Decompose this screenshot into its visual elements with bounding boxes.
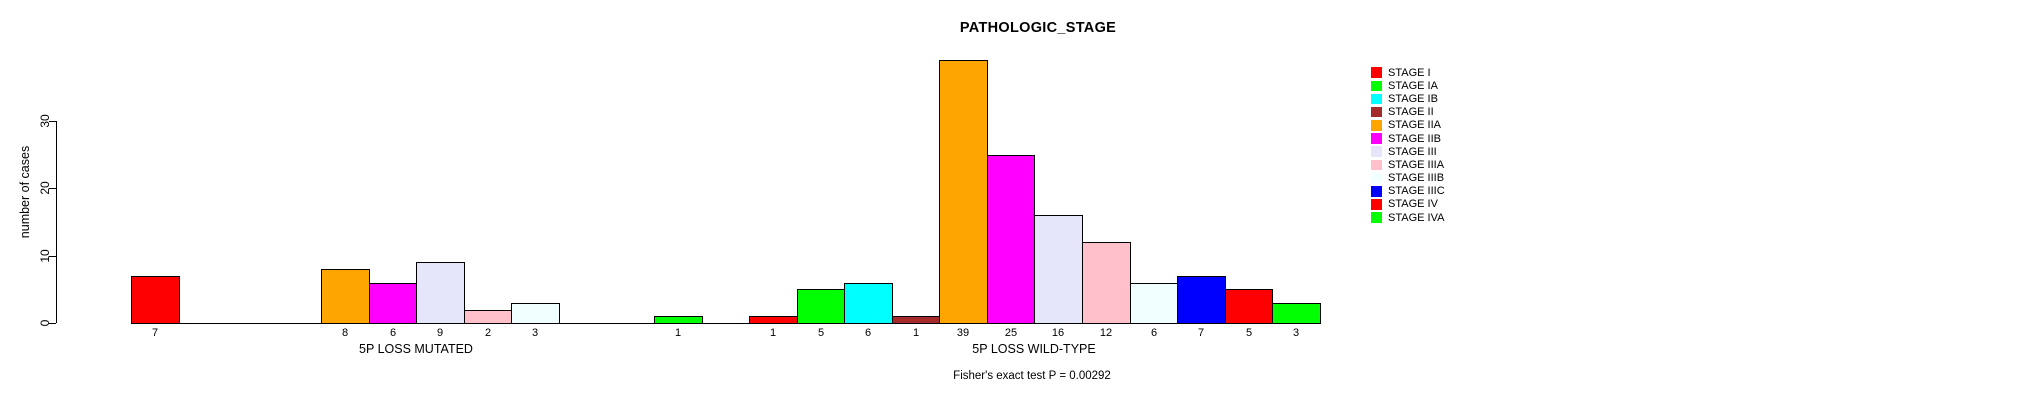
legend-swatch-stage-iiib bbox=[1371, 172, 1382, 184]
legend-item-stage-iva: STAGE IVA bbox=[1371, 211, 1445, 224]
bar-5p-loss-wild-type-stage-iii bbox=[1034, 215, 1083, 324]
bar-5p-loss-wild-type-stage-iv bbox=[1225, 289, 1273, 324]
bar-count-label-5p-loss-wild-type-stage-iiic: 7 bbox=[1197, 327, 1205, 339]
legend-item-stage-iiic: STAGE IIIC bbox=[1371, 185, 1445, 198]
bar-count-label-5p-loss-wild-type-stage-iii: 16 bbox=[1051, 327, 1065, 339]
bar-5p-loss-mutated-stage-iiib bbox=[511, 303, 560, 324]
bar-count-label-5p-loss-mutated-stage-iii: 9 bbox=[436, 327, 444, 339]
legend-item-stage-ii: STAGE II bbox=[1371, 106, 1445, 119]
group-label-5p-loss-mutated: 5P LOSS MUTATED bbox=[359, 342, 473, 356]
legend-swatch-stage-iiia bbox=[1371, 159, 1382, 171]
bar-5p-loss-mutated-stage-iib bbox=[369, 283, 417, 324]
y-tick-mark-0 bbox=[49, 323, 56, 324]
legend-item-label-stage-iii: STAGE III bbox=[1388, 145, 1437, 158]
bar-5p-loss-wild-type-stage-iia bbox=[939, 60, 988, 324]
bar-count-label-5p-loss-mutated-stage-iiia: 2 bbox=[484, 327, 492, 339]
bar-count-label-5p-loss-wild-type-stage-ia: 5 bbox=[817, 327, 825, 339]
bar-5p-loss-wild-type-stage-ii bbox=[892, 316, 940, 324]
bar-5p-loss-mutated-stage-iii bbox=[416, 262, 465, 324]
bar-count-label-5p-loss-wild-type-stage-iiia: 12 bbox=[1099, 327, 1113, 339]
legend-swatch-stage-iv bbox=[1371, 199, 1382, 210]
legend-item-stage-iiib: STAGE IIIB bbox=[1371, 172, 1445, 185]
y-tick-label-10: 10 bbox=[38, 248, 52, 263]
bar-count-label-5p-loss-wild-type-stage-iib: 25 bbox=[1004, 327, 1018, 339]
legend-swatch-stage-i bbox=[1371, 67, 1382, 78]
bar-5p-loss-wild-type-stage-iiic bbox=[1177, 276, 1226, 324]
bar-5p-loss-wild-type-stage-iva bbox=[1272, 303, 1321, 324]
legend-item-stage-iv: STAGE IV bbox=[1371, 198, 1445, 211]
bar-count-label-5p-loss-mutated-stage-iia: 8 bbox=[341, 327, 349, 339]
legend-swatch-stage-ib bbox=[1371, 93, 1382, 105]
chart-title: PATHOLOGIC_STAGE bbox=[959, 20, 1117, 36]
legend-item-label-stage-iiia: STAGE IIIA bbox=[1388, 158, 1445, 171]
bar-5p-loss-wild-type-stage-ia bbox=[797, 289, 845, 324]
legend-swatch-stage-iia bbox=[1371, 120, 1382, 131]
legend-item-stage-ia: STAGE IA bbox=[1371, 79, 1445, 92]
y-axis-label: number of cases bbox=[18, 145, 32, 239]
bar-count-label-5p-loss-mutated-stage-iib: 6 bbox=[389, 327, 397, 339]
legend-item-label-stage-iib: STAGE IIB bbox=[1388, 132, 1441, 145]
legend-item-label-stage-ib: STAGE IB bbox=[1388, 92, 1438, 105]
legend-item-label-stage-iva: STAGE IVA bbox=[1388, 211, 1445, 224]
legend-item-label-stage-i: STAGE I bbox=[1388, 66, 1431, 79]
legend-item-stage-iiia: STAGE IIIA bbox=[1371, 158, 1445, 171]
legend-item-label-stage-iv: STAGE IV bbox=[1388, 198, 1438, 211]
bar-5p-loss-mutated-stage-iva bbox=[654, 316, 703, 324]
bar-count-label-5p-loss-wild-type-stage-i: 1 bbox=[769, 327, 777, 339]
bar-count-label-5p-loss-wild-type-stage-iiib: 6 bbox=[1150, 327, 1158, 339]
bar-5p-loss-wild-type-stage-iib bbox=[987, 155, 1035, 324]
bar-count-label-5p-loss-mutated-stage-i: 7 bbox=[151, 327, 159, 339]
bar-count-label-5p-loss-wild-type-stage-ib: 6 bbox=[864, 327, 872, 339]
y-axis-line bbox=[56, 121, 57, 323]
legend-item-label-stage-ii: STAGE II bbox=[1388, 106, 1434, 119]
legend-item-stage-iii: STAGE III bbox=[1371, 145, 1445, 158]
bar-5p-loss-wild-type-stage-iiib bbox=[1130, 283, 1178, 324]
legend-item-label-stage-iiib: STAGE IIIB bbox=[1388, 172, 1445, 185]
bar-count-label-5p-loss-wild-type-stage-ii: 1 bbox=[912, 327, 920, 339]
legend-item-label-stage-ia: STAGE IA bbox=[1388, 79, 1438, 92]
bar-count-label-5p-loss-wild-type-stage-iv: 5 bbox=[1245, 327, 1253, 339]
legend-swatch-stage-iii bbox=[1371, 146, 1382, 157]
y-tick-mark-30 bbox=[49, 120, 56, 122]
legend-swatch-stage-iib bbox=[1371, 133, 1382, 144]
x-axis-baseline bbox=[131, 323, 1320, 324]
bar-5p-loss-mutated-stage-iia bbox=[321, 269, 370, 324]
fisher-exact-test-annotation: Fisher's exact test P = 0.00292 bbox=[953, 370, 1111, 382]
legend: STAGE I STAGE IA STAGE IB STAGE II STAGE IIA… bbox=[1371, 66, 1445, 224]
legend-swatch-stage-iiic bbox=[1371, 186, 1382, 197]
y-tick-mark-20 bbox=[49, 188, 56, 190]
bar-5p-loss-mutated-stage-i bbox=[131, 276, 180, 324]
legend-swatch-stage-iva bbox=[1371, 212, 1382, 223]
y-tick-mark-10 bbox=[49, 255, 56, 257]
bar-count-label-5p-loss-wild-type-stage-iia: 39 bbox=[956, 327, 970, 339]
bar-count-label-5p-loss-wild-type-stage-iva: 3 bbox=[1292, 327, 1300, 339]
legend-item-stage-iib: STAGE IIB bbox=[1371, 132, 1445, 145]
legend-item-stage-i: STAGE I bbox=[1371, 66, 1445, 79]
legend-item-stage-iia: STAGE IIA bbox=[1371, 119, 1445, 132]
bar-count-label-5p-loss-mutated-stage-iva: 1 bbox=[674, 327, 682, 339]
legend-swatch-stage-ia bbox=[1371, 80, 1382, 92]
legend-item-label-stage-iiic: STAGE IIIC bbox=[1388, 185, 1445, 198]
legend-item-label-stage-iia: STAGE IIA bbox=[1388, 119, 1441, 132]
y-tick-label-0: 0 bbox=[38, 319, 52, 327]
bar-5p-loss-mutated-stage-iiia bbox=[464, 310, 512, 324]
y-tick-label-20: 20 bbox=[38, 181, 52, 195]
bar-5p-loss-wild-type-stage-i bbox=[749, 316, 798, 324]
y-tick-label-30: 30 bbox=[38, 114, 52, 128]
bar-count-label-5p-loss-mutated-stage-iiib: 3 bbox=[531, 327, 539, 339]
bar-5p-loss-wild-type-stage-ib bbox=[844, 283, 893, 324]
bar-5p-loss-wild-type-stage-iiia bbox=[1082, 242, 1131, 324]
legend-item-stage-ib: STAGE IB bbox=[1371, 92, 1445, 105]
group-label-5p-loss-wild-type: 5P LOSS WILD-TYPE bbox=[972, 342, 1096, 356]
legend-swatch-stage-ii bbox=[1371, 106, 1382, 118]
